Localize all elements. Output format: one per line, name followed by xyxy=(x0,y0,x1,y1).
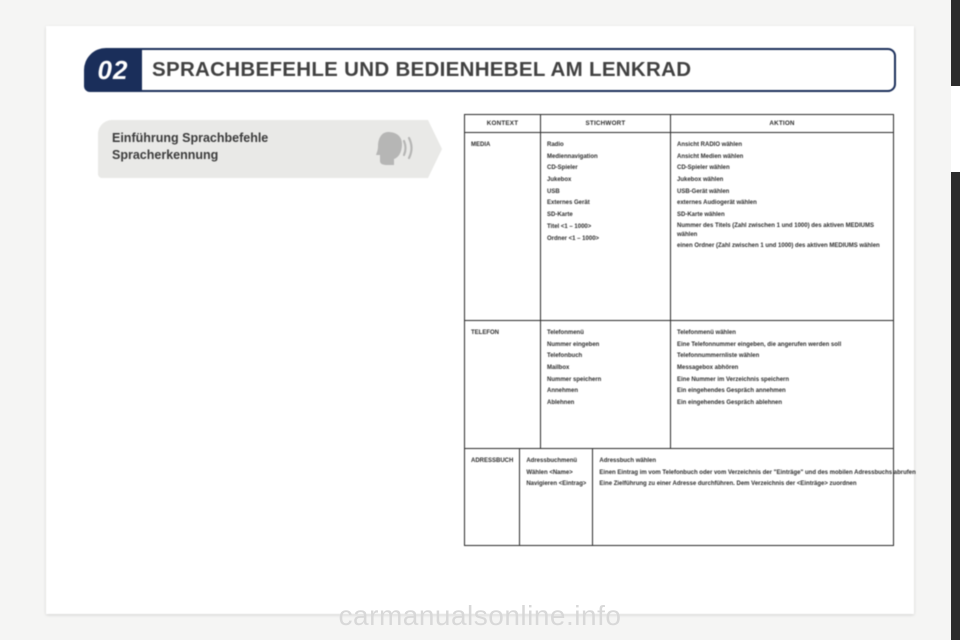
list-item: Navigieren <Eintrag> xyxy=(526,479,586,491)
cell-actions: Adressbuch wählen Einen Eintrag im vom T… xyxy=(593,449,921,545)
list-item: Ablehnen xyxy=(547,398,664,410)
list-item: Ordner <1 – 1000> xyxy=(547,234,664,246)
list-item: Externes Gerät xyxy=(547,198,664,210)
list-item: Annehmen xyxy=(547,386,664,398)
list-item: SD-Karte wählen xyxy=(677,210,887,222)
section-title: SPRACHBEFEHLE UND BEDIENHEBEL AM LENKRAD xyxy=(152,58,691,82)
list-item: Eine Zielführung zu einer Adresse durchf… xyxy=(599,479,915,491)
page: 02 SPRACHBEFEHLE UND BEDIENHEBEL AM LENK… xyxy=(46,26,914,614)
col-header-context: KONTEXT xyxy=(465,115,541,132)
section-number: 02 xyxy=(98,55,129,86)
list-item: Telefonmenü wählen xyxy=(677,328,887,340)
list-item: Telefonmenü xyxy=(547,328,664,340)
list-item: Nummer des Titels (Zahl zwischen 1 und 1… xyxy=(677,222,887,239)
section-title-bar: SPRACHBEFEHLE UND BEDIENHEBEL AM LENKRAD xyxy=(138,48,896,92)
cell-context: TELEFON xyxy=(465,321,541,448)
section-number-slot: 02 xyxy=(84,48,142,92)
list-item: Ansicht Medien wählen xyxy=(677,152,887,164)
list-item: Ein eingehendes Gespräch ablehnen xyxy=(677,398,887,410)
list-item: Adressbuchmenü xyxy=(526,456,586,468)
section-banner: 02 SPRACHBEFEHLE UND BEDIENHEBEL AM LENK… xyxy=(84,48,896,92)
list-item: Adressbuch wählen xyxy=(599,456,915,468)
list-item: Telefonnummernliste wählen xyxy=(677,351,887,363)
list-item: Messagebox abhören xyxy=(677,363,887,375)
list-item: CD-Spieler wählen xyxy=(677,163,887,175)
list-item: Ansicht RADIO wählen xyxy=(677,140,887,152)
list-item: Mediennavigation xyxy=(547,152,664,164)
intro-card: Einführung Sprachbefehle Spracherkennung xyxy=(98,120,428,178)
cell-context: MEDIA xyxy=(465,133,541,320)
cell-keywords: Telefonmenü Nummer eingeben Telefonbuch … xyxy=(541,321,671,448)
list-item: Telefonbuch xyxy=(547,351,664,363)
cell-keywords: Radio Mediennavigation CD-Spieler Jukebo… xyxy=(541,133,671,320)
list-item: Nummer speichern xyxy=(547,375,664,387)
cell-keywords: Adressbuchmenü Wählen <Name> Navigieren … xyxy=(520,449,593,545)
list-item: Titel <1 – 1000> xyxy=(547,222,664,234)
list-item: Mailbox xyxy=(547,363,664,375)
list-item: Eine Telefonnummer eingeben, die angeruf… xyxy=(677,340,887,352)
table-header-row: KONTEXT STICHWORT AKTION xyxy=(465,115,893,133)
list-item: SD-Karte xyxy=(547,210,664,222)
page-edge-strip xyxy=(951,0,960,640)
list-item: Jukebox xyxy=(547,175,664,187)
list-item: Nummer eingeben xyxy=(547,340,664,352)
list-item: USB-Gerät wählen xyxy=(677,187,887,199)
intro-line-2: Spracherkennung xyxy=(112,147,416,164)
list-item: Radio xyxy=(547,140,664,152)
table-row: ADRESSBUCH Adressbuchmenü Wählen <Name> … xyxy=(465,449,893,545)
col-header-keyword: STICHWORT xyxy=(541,115,671,132)
list-item: Einen Eintrag im vom Telefonbuch oder vo… xyxy=(599,468,915,480)
intro-card-text: Einführung Sprachbefehle Spracherkennung xyxy=(112,130,416,164)
table-row: TELEFON Telefonmenü Nummer eingeben Tele… xyxy=(465,321,893,449)
list-item: Wählen <Name> xyxy=(526,468,586,480)
intro-line-1: Einführung Sprachbefehle xyxy=(112,130,416,147)
cell-actions: Ansicht RADIO wählen Ansicht Medien wähl… xyxy=(671,133,893,320)
table-row: MEDIA Radio Mediennavigation CD-Spieler … xyxy=(465,133,893,321)
commands-table: KONTEXT STICHWORT AKTION MEDIA Radio Med… xyxy=(464,114,894,546)
list-item: externes Audiogerät wählen xyxy=(677,198,887,210)
list-item: USB xyxy=(547,187,664,199)
list-item: CD-Spieler xyxy=(547,163,664,175)
list-item: Jukebox wählen xyxy=(677,175,887,187)
list-item: Eine Nummer im Verzeichnis speichern xyxy=(677,375,887,387)
list-item: Ein eingehendes Gespräch annehmen xyxy=(677,386,887,398)
col-header-action: AKTION xyxy=(671,115,893,132)
cell-context: ADRESSBUCH xyxy=(465,449,520,545)
cell-actions: Telefonmenü wählen Eine Telefonnummer ei… xyxy=(671,321,893,448)
speech-head-icon xyxy=(374,128,418,168)
list-item: einen Ordner (Zahl zwischen 1 und 1000) … xyxy=(677,242,887,251)
